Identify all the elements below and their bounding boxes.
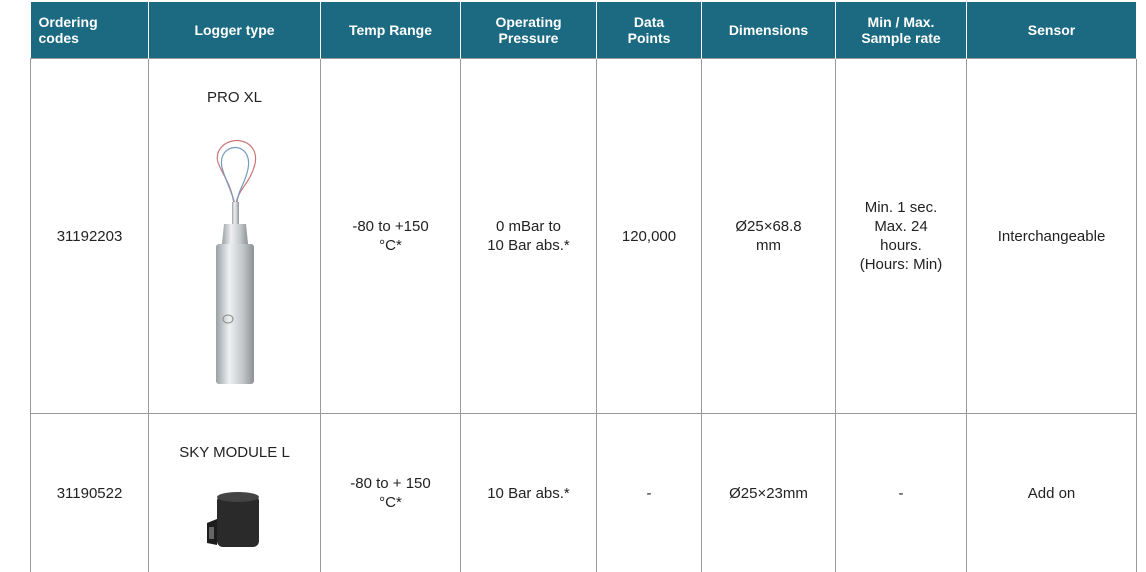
logger-cell: PRO XL — [149, 59, 321, 414]
header-cell: Data Points — [597, 2, 702, 59]
table-row: 31192203 PRO XL -80 to +150 °C* 0 mBar t… — [31, 59, 1137, 414]
logger-image — [195, 489, 275, 553]
cell: 31192203 — [31, 59, 149, 414]
header-cell: Min / Max. Sample rate — [836, 2, 967, 59]
cell: -80 to +150 °C* — [321, 59, 461, 414]
header-cell: Operating Pressure — [461, 2, 597, 59]
cell: - — [836, 414, 967, 572]
header-cell: Ordering codes — [31, 2, 149, 59]
header-cell: Logger type — [149, 2, 321, 59]
header-cell: Sensor — [967, 2, 1137, 59]
cell: 10 Bar abs.* — [461, 414, 597, 572]
cell: 120,000 — [597, 59, 702, 414]
header-cell: Temp Range — [321, 2, 461, 59]
cell: - — [597, 414, 702, 572]
page: Ordering codes Logger type Temp Range Op… — [0, 0, 1146, 497]
cell: 31190522 — [31, 414, 149, 572]
cell: Min. 1 sec. Max. 24 hours. (Hours: Min) — [836, 59, 967, 414]
cell: 0 mBar to 10 Bar abs.* — [461, 59, 597, 414]
header-row: Ordering codes Logger type Temp Range Op… — [31, 2, 1137, 59]
logger-name: SKY MODULE L — [153, 443, 316, 462]
cell: Ø25×68.8 mm — [702, 59, 836, 414]
cell: Ø25×23mm — [702, 414, 836, 572]
logger-name: PRO XL — [153, 88, 316, 107]
cell: Add on — [967, 414, 1137, 572]
cell: -80 to + 150 °C* — [321, 414, 461, 572]
table-row: 31190522 SKY MODULE L -80 to + 150 °C* 1… — [31, 414, 1137, 572]
logger-image — [190, 134, 280, 394]
cell: Interchangeable — [967, 59, 1137, 414]
logger-cell: SKY MODULE L — [149, 414, 321, 572]
header-cell: Dimensions — [702, 2, 836, 59]
product-table: Ordering codes Logger type Temp Range Op… — [30, 2, 1137, 572]
